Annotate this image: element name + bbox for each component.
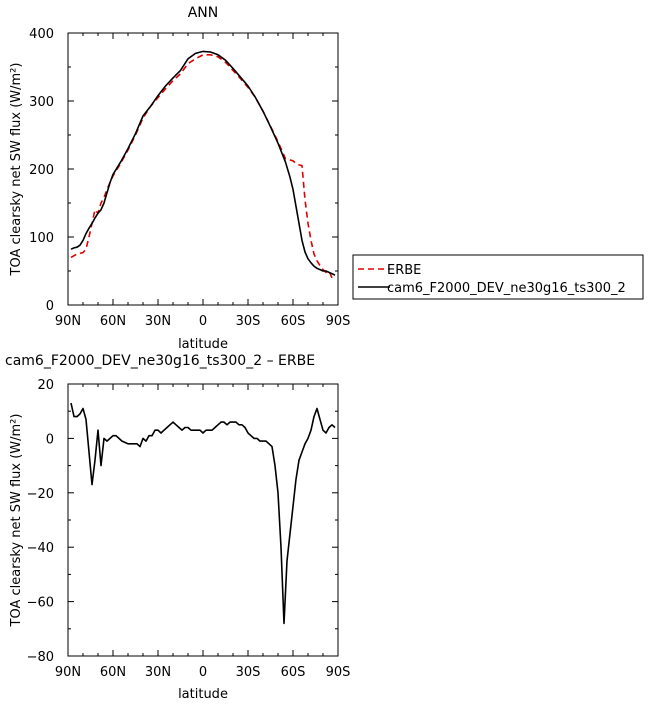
x-tick-label: 90N	[55, 314, 81, 329]
series-lines	[70, 402, 336, 625]
legend-label-erbe: ERBE	[387, 263, 421, 278]
series-line-0	[70, 402, 336, 625]
y-tick-label: −20	[27, 487, 54, 502]
x-tick-label: 60S	[281, 665, 306, 680]
plot-frame	[67, 383, 339, 657]
y-tick-label: 0	[46, 299, 54, 314]
top-chart: ANN 90N 60N 30N 0 30S 60S 90S 0 100 200 300 400 la…	[9, 5, 350, 352]
chart-title: cam6_F2000_DEV_ne30g16_ts300_2 – ERBE	[5, 353, 315, 369]
x-tick-label: 90N	[55, 665, 81, 680]
x-tick-label: 0	[199, 665, 207, 680]
y-axis-ticks: −80 −60 −40 −20 0 20	[27, 378, 338, 665]
x-tick-label: 30N	[145, 665, 171, 680]
x-axis-ticks: 90N 60N 30N 0 30S 60S 90S	[55, 33, 351, 329]
legend-label-model: cam6_F2000_DEV_ne30g16_ts300_2	[387, 281, 626, 296]
series-line-0	[70, 53, 336, 279]
y-tick-label: 400	[29, 27, 54, 42]
plot-frame	[67, 32, 339, 306]
x-tick-label: 30S	[236, 665, 261, 680]
x-tick-label: 60N	[100, 314, 126, 329]
y-tick-label: −80	[27, 650, 54, 665]
bottom-chart: cam6_F2000_DEV_ne30g16_ts300_2 – ERBE 90…	[5, 353, 350, 702]
x-axis-ticks: 90N 60N 30N 0 30S 60S 90S	[55, 384, 351, 680]
y-axis-label: TOA clearsky net SW flux (W/m²)	[9, 63, 24, 277]
x-axis-label: latitude	[178, 687, 228, 702]
x-tick-label: 60S	[281, 314, 306, 329]
legend-box	[352, 254, 644, 300]
series-line-1	[70, 50, 336, 276]
y-tick-label: 100	[29, 231, 54, 246]
x-tick-label: 90S	[326, 314, 351, 329]
y-axis-ticks: 0 100 200 300 400	[29, 27, 338, 314]
y-tick-label: 300	[29, 95, 54, 110]
x-tick-label: 60N	[100, 665, 126, 680]
y-tick-label: 20	[37, 378, 54, 393]
series-lines	[70, 50, 336, 279]
chart-title: ANN	[188, 5, 219, 21]
x-tick-label: 30N	[145, 314, 171, 329]
x-tick-label: 0	[199, 314, 207, 329]
x-tick-label: 90S	[326, 665, 351, 680]
y-axis-label: TOA clearsky net SW flux (W/m²)	[9, 414, 24, 628]
y-tick-label: −60	[27, 596, 54, 611]
x-tick-label: 30S	[236, 314, 261, 329]
x-axis-label: latitude	[178, 337, 228, 352]
y-tick-label: 200	[29, 163, 54, 178]
y-tick-label: −40	[27, 541, 54, 556]
y-tick-label: 0	[46, 432, 54, 447]
legend: ERBE cam6_F2000_DEV_ne30g16_ts300_2	[352, 254, 644, 300]
